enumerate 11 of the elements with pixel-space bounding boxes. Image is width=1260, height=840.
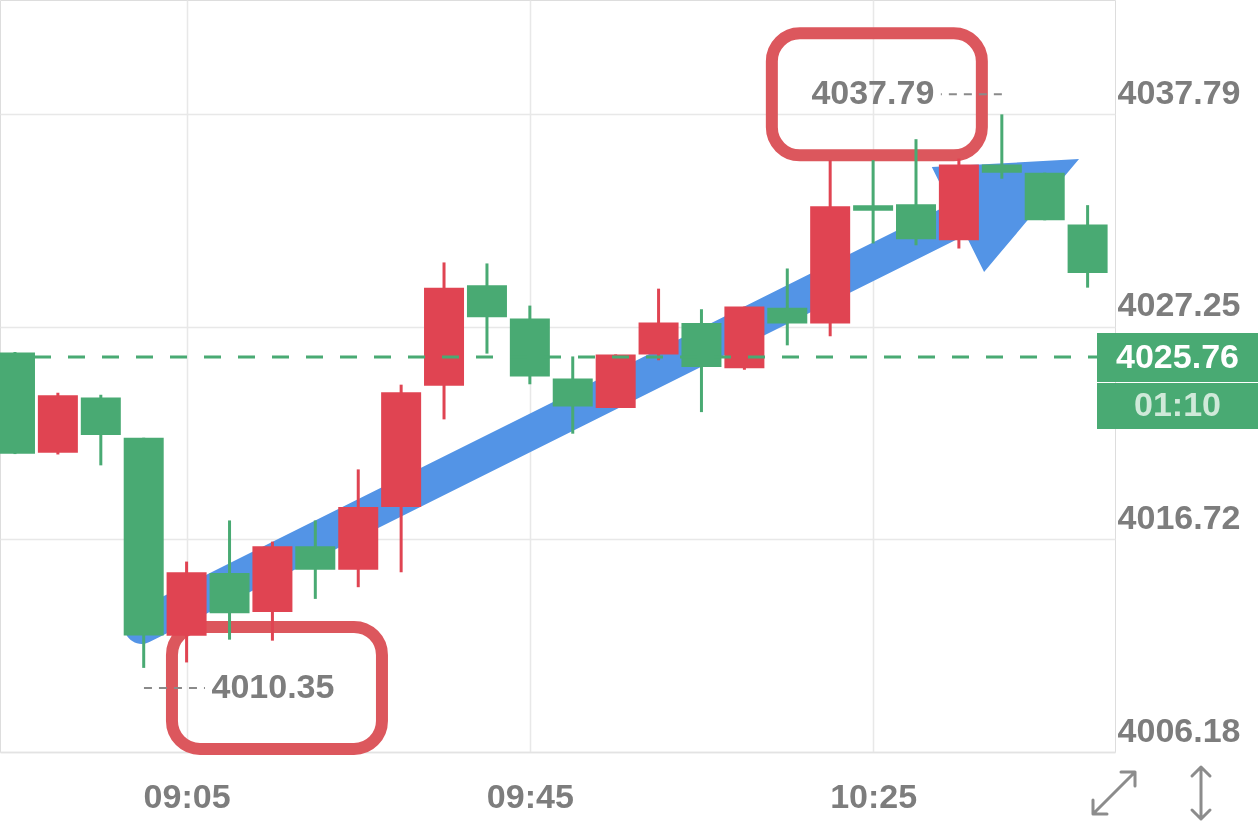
text: 01:10: [1134, 385, 1221, 424]
ref-line-label: 4025.76: [1116, 337, 1239, 376]
y-tick-label: 4027.25: [1117, 285, 1241, 324]
y-tick-label: 4016.72: [1117, 497, 1241, 536]
y-tick-label: 4037.79: [1117, 72, 1241, 111]
x-tick-label: 10:25: [830, 776, 918, 815]
x-tick-label: 09:05: [143, 776, 231, 815]
annotation: 4037.79: [811, 73, 935, 112]
y-tick-label: 4006.18: [1117, 710, 1241, 749]
x-tick-label: 09:45: [486, 776, 574, 815]
annotation: 4010.35: [211, 666, 335, 705]
